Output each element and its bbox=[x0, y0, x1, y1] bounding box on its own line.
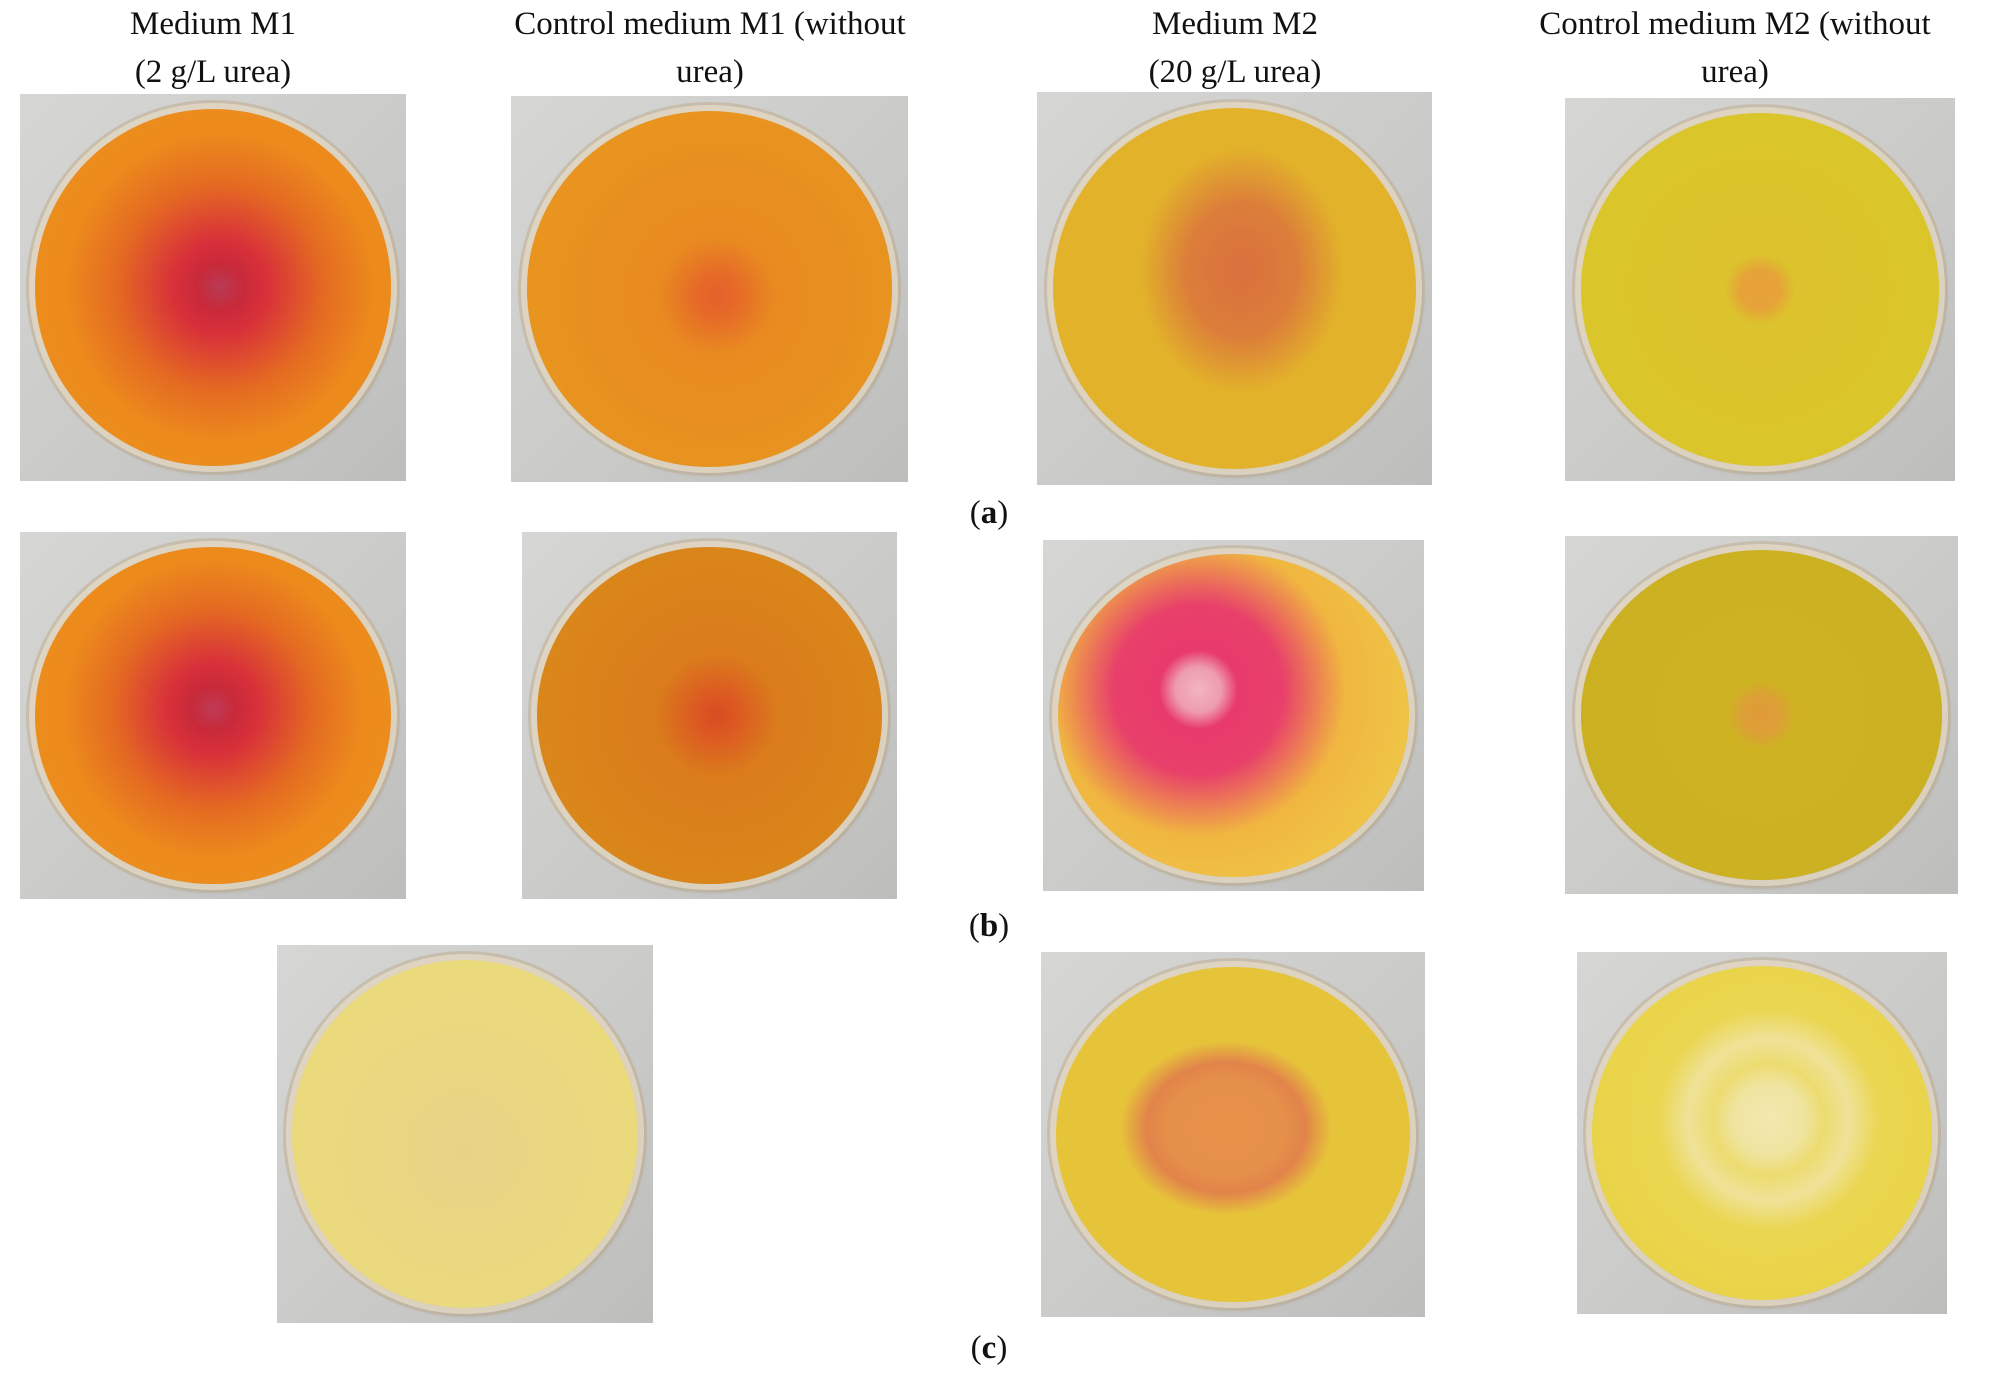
dish-photo bbox=[1565, 98, 1955, 481]
panel-label: (a) bbox=[959, 493, 1019, 533]
header-line: urea) bbox=[1701, 54, 1769, 90]
dish-photo bbox=[1037, 92, 1432, 485]
header-line: (2 g/L urea) bbox=[134, 54, 292, 90]
header-line: Medium M2 bbox=[1152, 6, 1318, 42]
panel-label: (c) bbox=[959, 1328, 1019, 1368]
header-line: urea) bbox=[676, 54, 744, 90]
column-header: Control medium M1 (without urea) bbox=[450, 0, 970, 96]
column-header: Medium M2 (20 g/L urea) bbox=[975, 0, 1495, 96]
dish-photo bbox=[1565, 536, 1958, 894]
panel-letter: b bbox=[979, 908, 999, 944]
paren: ( bbox=[968, 908, 980, 944]
panel-letter: c bbox=[981, 1330, 997, 1366]
paren: ) bbox=[998, 908, 1010, 944]
dish-photo bbox=[20, 94, 406, 481]
dish-photo bbox=[511, 96, 908, 482]
paren: ) bbox=[996, 1330, 1008, 1366]
dish-photo bbox=[1041, 952, 1425, 1317]
header-line: Medium M1 bbox=[130, 6, 296, 42]
paren: ( bbox=[970, 1330, 982, 1366]
header-line: (20 g/L urea) bbox=[1148, 54, 1322, 90]
dish-photo bbox=[1043, 540, 1424, 891]
column-header: Control medium M2 (without urea) bbox=[1480, 0, 1990, 96]
paren: ( bbox=[969, 495, 981, 531]
panel-letter: a bbox=[980, 495, 998, 531]
dish-photo bbox=[277, 945, 653, 1323]
dish-photo bbox=[1577, 952, 1947, 1314]
column-header: Medium M1 (2 g/L urea) bbox=[0, 0, 473, 96]
dish-photo bbox=[522, 532, 897, 899]
panel-label: (b) bbox=[959, 906, 1019, 946]
paren: ) bbox=[997, 495, 1009, 531]
dish-photo bbox=[20, 532, 406, 899]
header-line: Control medium M1 (without bbox=[514, 6, 906, 42]
header-line: Control medium M2 (without bbox=[1539, 6, 1931, 42]
